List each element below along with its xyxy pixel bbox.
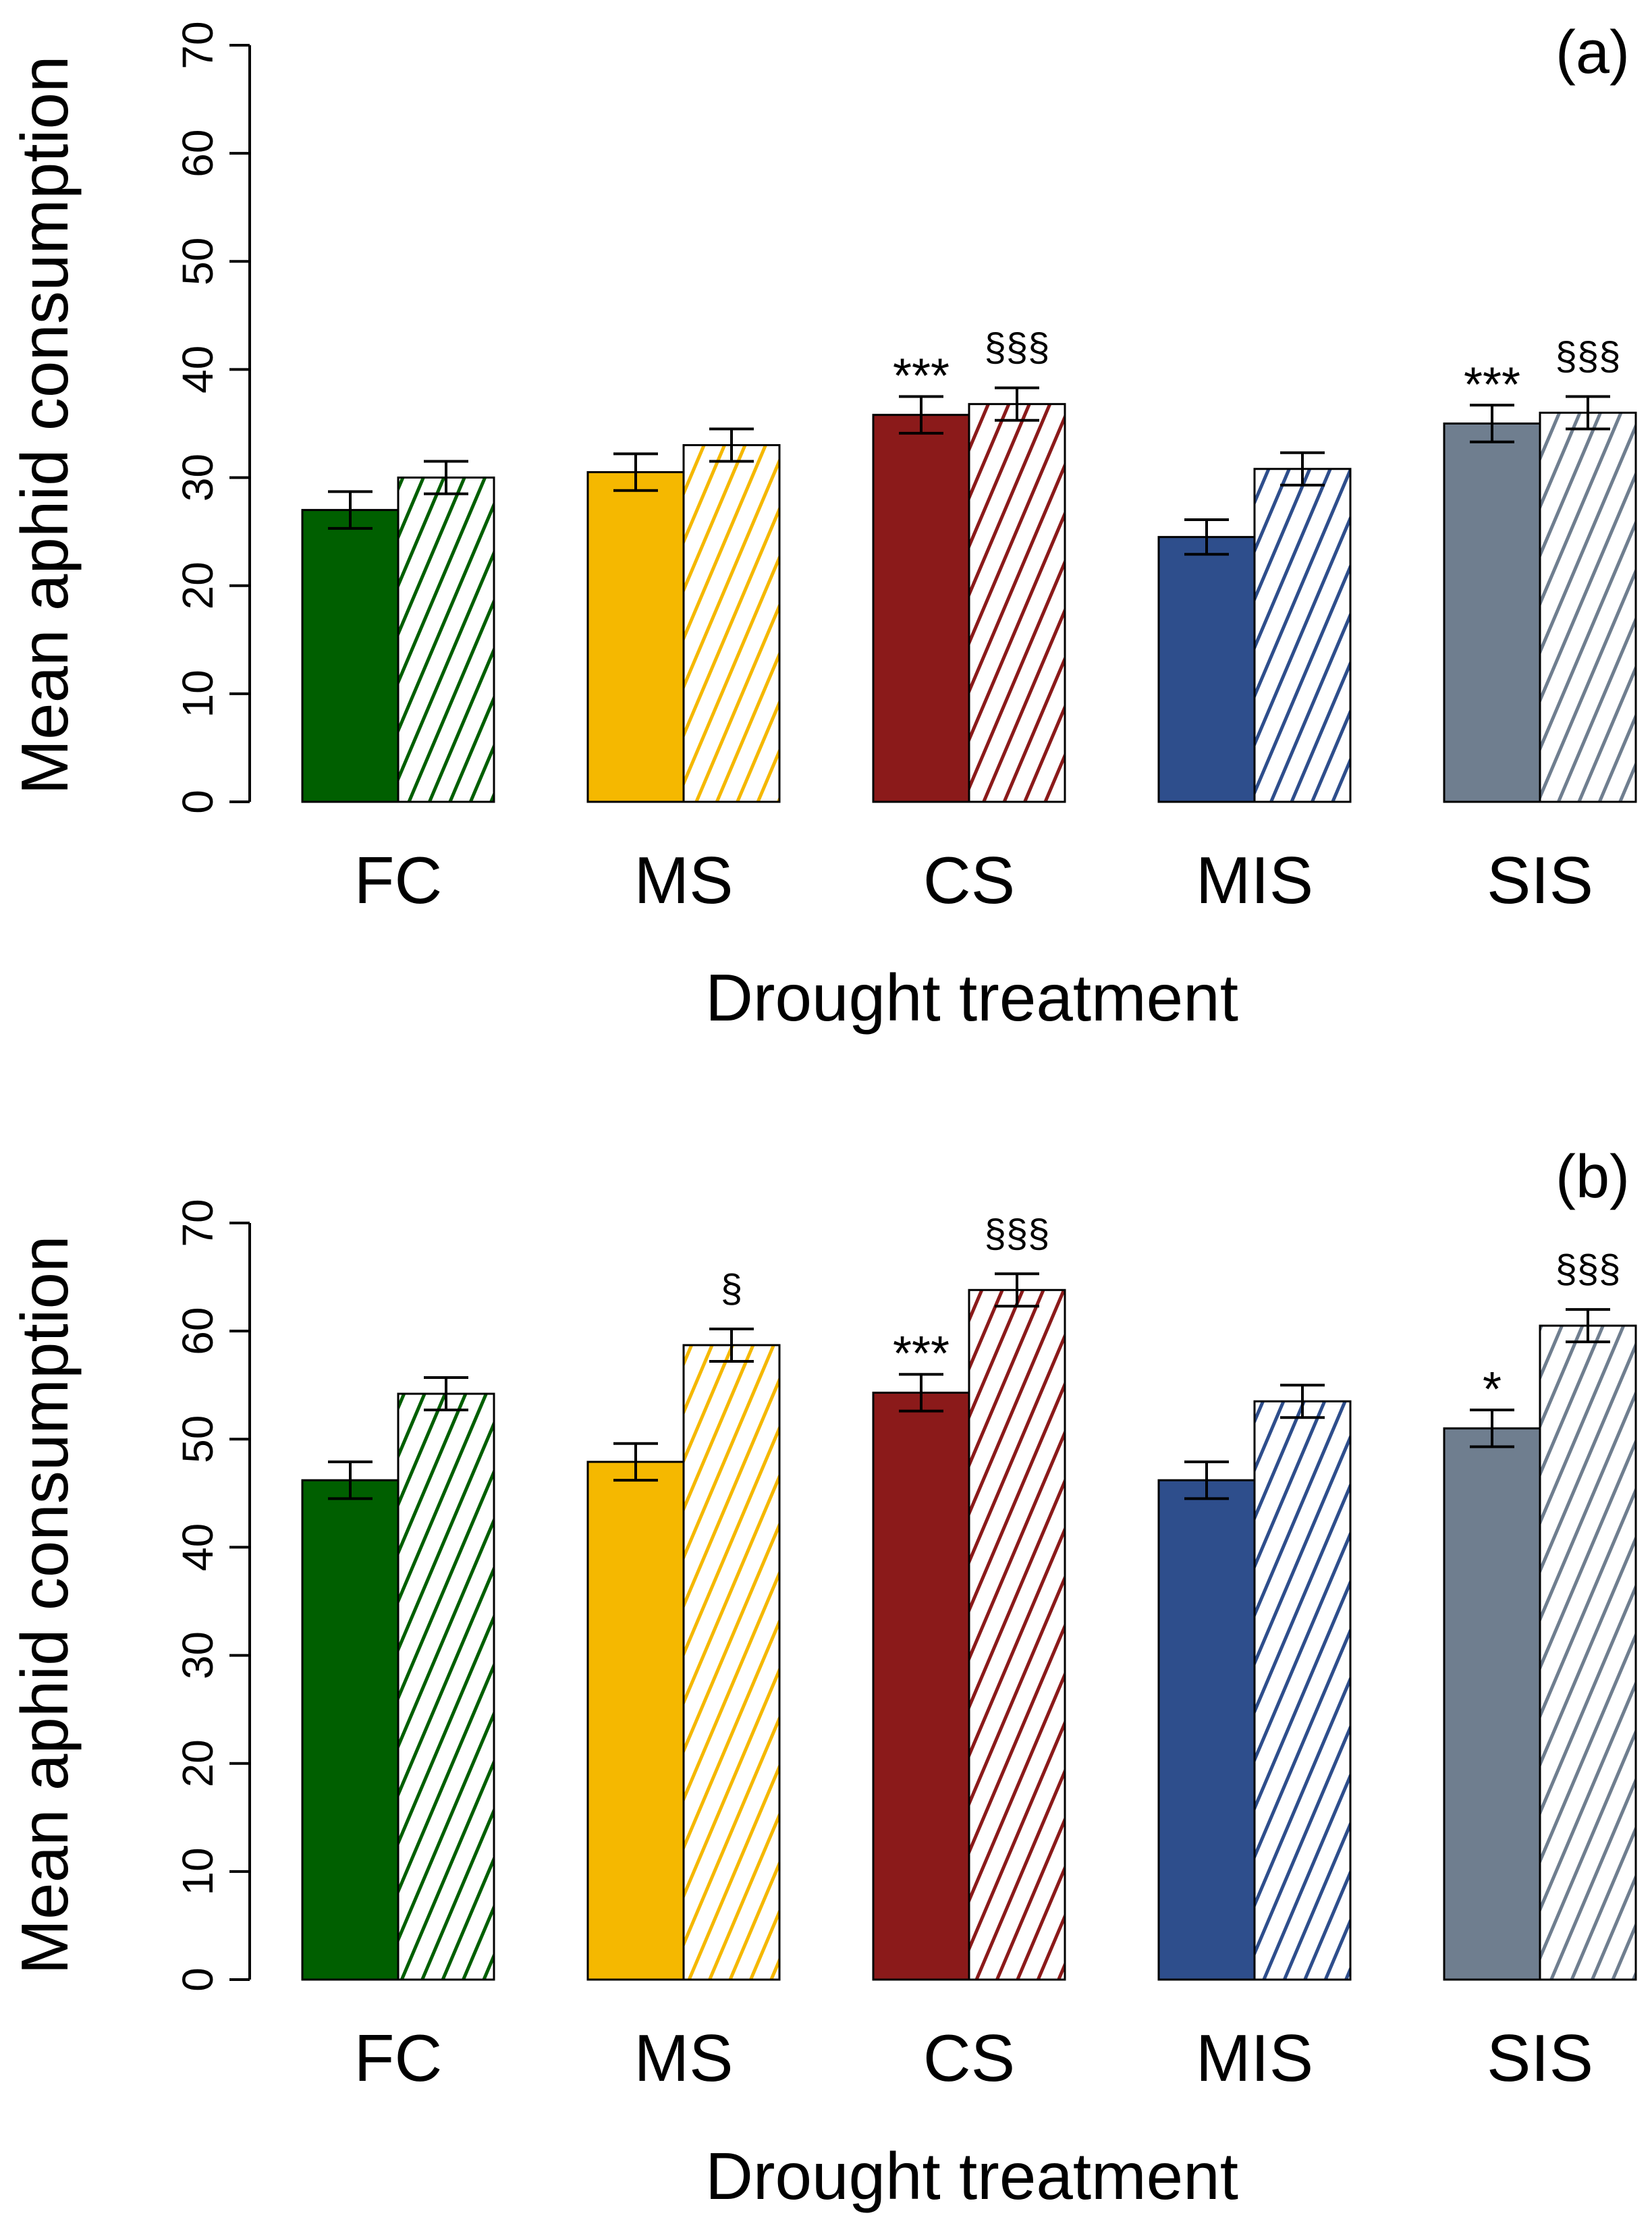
significance-label-b-sis-solid: *	[1483, 1363, 1502, 1417]
bar-b-mis-hatched	[1253, 1400, 1352, 1981]
error-bar-a-fc-hatched	[424, 460, 468, 495]
error-bar-a-cs-hatched	[995, 386, 1039, 422]
y-tick-label-a: 30	[173, 454, 222, 501]
error-bar-a-cs-solid	[899, 395, 943, 435]
bar-b-ms-solid	[586, 1461, 685, 1981]
error-bar-b-sis-solid	[1470, 1409, 1514, 1448]
bar-a-mis-solid	[1157, 536, 1256, 803]
y-tick-label-b: 50	[173, 1415, 222, 1463]
bar-b-cs-solid	[872, 1391, 970, 1981]
significance-label-b-cs-solid: ***	[893, 1327, 949, 1381]
y-axis-title-a: Mean aphid consumption	[7, 55, 82, 794]
significance-label-b-cs-hatched: §§§	[985, 1212, 1050, 1255]
x-tick-label-a-cs: CS	[923, 843, 1015, 917]
bar-a-fc-hatched	[397, 477, 495, 803]
bar-a-cs-hatched	[968, 403, 1066, 803]
y-tick-label-a: 20	[173, 562, 222, 609]
bar-a-sis-solid	[1443, 423, 1541, 803]
y-tick-label-a: 70	[173, 21, 222, 69]
error-bar-b-ms-solid	[613, 1442, 658, 1482]
y-tick-label-a: 0	[173, 790, 222, 814]
error-bar-a-fc-solid	[328, 490, 373, 530]
bar-b-cs-hatched	[968, 1288, 1066, 1981]
panel-label-b: (b)	[1555, 1143, 1630, 1211]
x-tick-label-a-mis: MIS	[1196, 843, 1313, 917]
error-bar-a-mis-hatched	[1280, 451, 1325, 487]
error-bar-a-ms-solid	[613, 452, 658, 492]
y-tick-label-b: 10	[173, 1847, 222, 1895]
x-axis-title-a: Drought treatment	[705, 960, 1238, 1035]
error-bar-a-sis-hatched	[1566, 395, 1610, 431]
x-axis-title-b: Drought treatment	[705, 2139, 1238, 2213]
significance-label-a-cs-hatched: §§§	[985, 326, 1050, 370]
bar-a-fc-solid	[301, 509, 400, 803]
x-tick-label-b-cs: CS	[923, 2021, 1015, 2095]
y-tick-label-a: 60	[173, 130, 222, 178]
error-bar-a-ms-hatched	[709, 427, 754, 463]
y-tick-label-b: 60	[173, 1307, 222, 1355]
error-bar-b-fc-solid	[328, 1460, 373, 1500]
x-tick-label-b-fc: FC	[354, 2021, 443, 2095]
y-tick-label-a: 10	[173, 670, 222, 717]
error-bar-b-cs-solid	[899, 1373, 943, 1413]
panel-b: (b) Mean aphid consumption Drought treat…	[7, 1143, 1637, 2213]
x-tick-label-a-fc: FC	[354, 843, 443, 917]
bar-a-ms-solid	[586, 471, 685, 803]
bar-a-sis-hatched	[1539, 411, 1637, 803]
x-tick-label-a-ms: MS	[634, 843, 734, 917]
y-tick-label-b: 0	[173, 1967, 222, 1992]
y-tick-label-b: 20	[173, 1739, 222, 1787]
error-bar-b-sis-hatched	[1566, 1308, 1610, 1344]
error-bar-a-mis-solid	[1184, 518, 1229, 556]
error-bar-b-mis-hatched	[1280, 1384, 1325, 1419]
x-tick-label-b-ms: MS	[634, 2021, 734, 2095]
significance-label-a-sis-hatched: §§§	[1555, 334, 1621, 378]
error-bar-b-fc-hatched	[424, 1376, 468, 1412]
panel-label-a: (a)	[1555, 19, 1630, 86]
bar-b-sis-hatched	[1539, 1324, 1637, 1981]
bar-b-sis-solid	[1443, 1427, 1541, 1981]
bar-a-cs-solid	[872, 414, 970, 803]
bar-b-fc-hatched	[397, 1392, 495, 1981]
y-tick-label-b: 30	[173, 1631, 222, 1679]
error-bar-b-ms-hatched	[709, 1327, 754, 1363]
bar-b-fc-solid	[301, 1479, 400, 1981]
panel-a: (a) Mean aphid consumption Drought treat…	[7, 19, 1637, 1035]
y-tick-label-b: 40	[173, 1523, 222, 1571]
bar-b-ms-hatched	[682, 1344, 781, 1981]
significance-label-b-sis-hatched: §§§	[1555, 1247, 1621, 1291]
bar-a-mis-hatched	[1253, 468, 1352, 803]
y-axis-title-b: Mean aphid consumption	[7, 1235, 82, 1974]
bar-a-ms-hatched	[682, 444, 781, 803]
x-tick-label-b-sis: SIS	[1487, 2021, 1593, 2095]
y-tick-label-b: 70	[173, 1199, 222, 1247]
error-bar-b-cs-hatched	[995, 1272, 1039, 1308]
y-tick-label-a: 40	[173, 346, 222, 393]
y-tick-label-a: 50	[173, 238, 222, 285]
error-bar-b-mis-solid	[1184, 1460, 1229, 1500]
bar-b-mis-solid	[1157, 1479, 1256, 1981]
error-bar-a-sis-solid	[1470, 404, 1514, 443]
x-tick-label-a-sis: SIS	[1487, 843, 1593, 917]
x-tick-label-b-mis: MIS	[1196, 2021, 1313, 2095]
significance-label-a-sis-solid: ***	[1464, 358, 1520, 412]
significance-label-a-cs-solid: ***	[893, 349, 949, 403]
significance-label-b-ms-hatched: §	[721, 1267, 742, 1311]
